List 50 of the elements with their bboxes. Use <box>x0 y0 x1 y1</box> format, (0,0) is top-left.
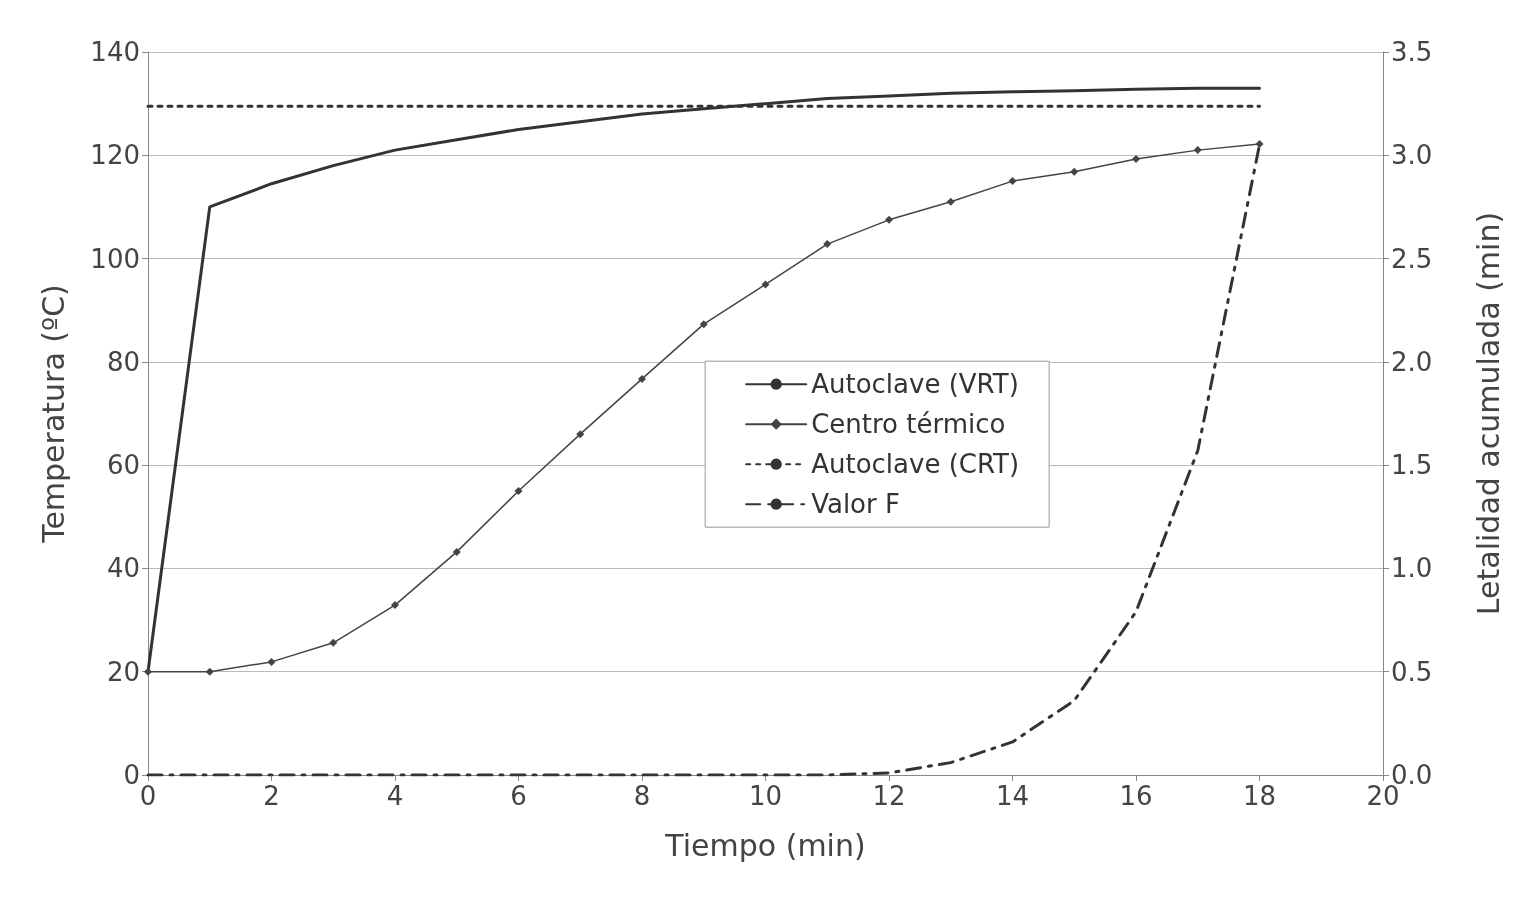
point <box>761 280 770 289</box>
point <box>1070 167 1079 176</box>
point <box>1008 177 1017 186</box>
point <box>1132 154 1140 163</box>
point <box>205 667 214 676</box>
point <box>576 430 585 439</box>
point <box>391 601 399 610</box>
x-tick-label: 8 <box>633 781 651 811</box>
x-tick-label: 4 <box>386 781 404 811</box>
x-tick-label: 10 <box>748 781 783 811</box>
y-tick-label: 60 <box>106 450 140 481</box>
y-tick-label: 140 <box>90 37 140 67</box>
x-tick-label: 18 <box>1242 781 1277 811</box>
y-tick-label: 80 <box>106 346 140 377</box>
x-tick-label: 6 <box>510 781 527 811</box>
y2-tick-label: 0.5 <box>1391 656 1433 687</box>
point <box>946 197 955 206</box>
point <box>823 240 832 249</box>
x-tick-label: 14 <box>995 781 1030 811</box>
point <box>514 486 523 495</box>
y2-tick-label: 3.0 <box>1391 140 1433 171</box>
y2-tick-label: 1.5 <box>1391 450 1433 481</box>
point <box>885 215 893 224</box>
x-tick-label: 2 <box>263 781 280 811</box>
y2-tick-label: 3.5 <box>1391 37 1433 67</box>
legend-label: Valor F <box>811 489 900 520</box>
x-axis-title: Tiempo (min) <box>664 827 866 863</box>
y2-tick-label: 2.0 <box>1391 346 1433 377</box>
y-tick-label: 100 <box>90 243 140 274</box>
point <box>267 657 276 666</box>
y-tick-label: 120 <box>90 140 140 171</box>
y-tick-label: 20 <box>106 656 140 687</box>
y2-tick-label: 2.5 <box>1391 243 1433 274</box>
y2-tick-label: 1.0 <box>1391 553 1433 584</box>
legend-label: Centro térmico <box>811 409 1006 440</box>
legend-label: Autoclave (CRT) <box>811 449 1020 480</box>
point <box>1193 146 1202 155</box>
point <box>144 667 152 676</box>
y-axis-title: Temperatura (ºC) <box>35 284 71 544</box>
y-tick-label: 40 <box>106 553 140 584</box>
point <box>638 374 646 383</box>
point <box>699 320 708 329</box>
point <box>329 638 338 647</box>
x-tick-label: 12 <box>872 781 906 811</box>
point <box>1255 139 1264 148</box>
point <box>452 547 461 556</box>
y2-axis-title: Letalidad acumulada (min) <box>1470 211 1506 616</box>
y-tick-label: 0 <box>123 760 140 790</box>
legend-label: Autoclave (VRT) <box>811 369 1019 400</box>
x-tick-label: 16 <box>1119 781 1153 811</box>
